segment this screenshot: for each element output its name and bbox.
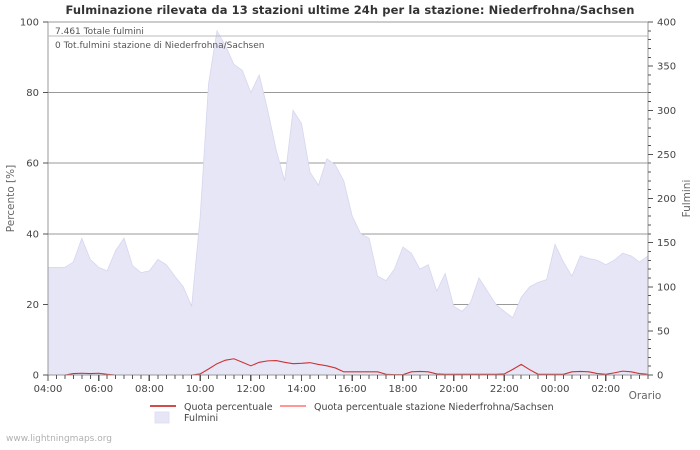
annotation-station-lightning: 0 Tot.fulmini stazione di Niederfrohna/S…	[55, 41, 264, 51]
x-axis-label: 18:00	[389, 384, 418, 395]
annotation-total-lightning: 7.461 Totale fulmini	[55, 27, 144, 37]
legend-label-quota-percentuale-stazione: Quota percentuale stazione Niederfrohna/…	[314, 402, 554, 413]
y-axis-label-right: 100	[657, 282, 676, 293]
y-axis-label-right: 50	[657, 326, 670, 337]
x-axis-label: 16:00	[338, 384, 367, 395]
y-axis-label-left: 80	[26, 88, 39, 99]
x-axis-title: Orario	[629, 390, 662, 402]
x-axis-label: 04:00	[34, 384, 63, 395]
x-axis-label: 10:00	[186, 384, 215, 395]
x-axis-label: 20:00	[439, 384, 468, 395]
legend-label-quota-percentuale: Quota percentuale	[184, 402, 273, 413]
x-axis-label: 02:00	[591, 384, 620, 395]
y-axis-label-right: 250	[657, 150, 676, 161]
x-axis-label: 12:00	[236, 384, 265, 395]
x-axis-label: 08:00	[135, 384, 164, 395]
y-axis-label-left: 0	[33, 371, 39, 382]
area-series-fulmini	[47, 29, 649, 376]
legend-swatch-fulmini	[154, 411, 170, 424]
y-axis-label-right: 150	[657, 238, 676, 249]
y-axis-title-right: Fulmini	[681, 180, 693, 218]
y-axis-label-right: 350	[657, 62, 676, 73]
y-axis-title-left: Percento [%]	[5, 165, 17, 232]
legend-label-fulmini: Fulmini	[184, 413, 218, 424]
y-axis-label-left: 100	[20, 18, 39, 29]
x-axis-label: 14:00	[287, 384, 316, 395]
y-axis-label-left: 20	[26, 300, 39, 311]
y-axis-label-right: 200	[657, 194, 676, 205]
y-axis-label-right: 400	[657, 18, 676, 29]
site-footer: www.lightningmaps.org	[6, 434, 112, 444]
y-axis-label-right: 0	[657, 371, 663, 382]
x-axis-label: 00:00	[541, 384, 570, 395]
y-axis-label-left: 60	[26, 159, 39, 170]
y-axis-label-right: 300	[657, 106, 676, 117]
y-axis-label-left: 40	[26, 229, 39, 240]
x-axis-label: 06:00	[84, 384, 113, 395]
x-axis-label: 22:00	[490, 384, 519, 395]
page-title: Fulminazione rilevata da 13 stazioni ult…	[65, 3, 635, 17]
